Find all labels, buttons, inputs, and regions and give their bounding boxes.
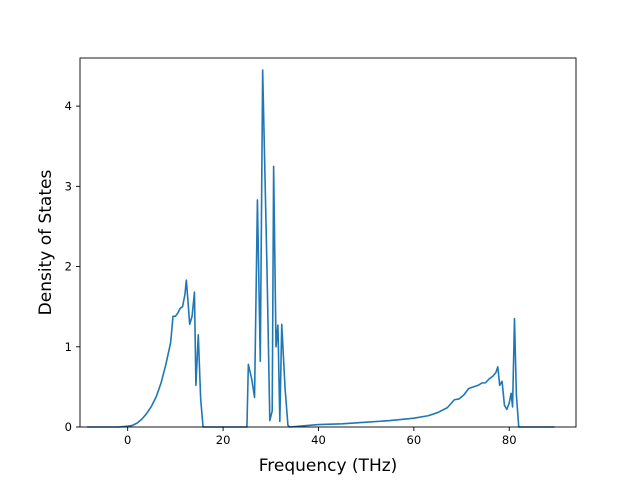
- y-tick-label: 3: [65, 179, 72, 193]
- x-tick-label: 40: [311, 433, 326, 447]
- y-tick-label: 2: [65, 260, 72, 274]
- y-tick-label: 0: [65, 420, 72, 434]
- dos-line: [87, 69, 555, 428]
- y-axis-label: Density of States: [36, 170, 56, 316]
- plot-area: [87, 69, 555, 428]
- axes-frame: [79, 57, 577, 428]
- y-tick-label: 4: [65, 99, 72, 113]
- x-tick-label: 80: [502, 433, 517, 447]
- x-axis-label: Frequency (THz): [259, 456, 398, 476]
- x-tick-label: 20: [216, 433, 231, 447]
- x-tick-label: 60: [407, 433, 422, 447]
- axis-ticks: 0 20 40 60 80 0 1 2 3 4: [65, 99, 517, 447]
- y-tick-label: 1: [65, 340, 72, 354]
- x-tick-label: 0: [124, 433, 131, 447]
